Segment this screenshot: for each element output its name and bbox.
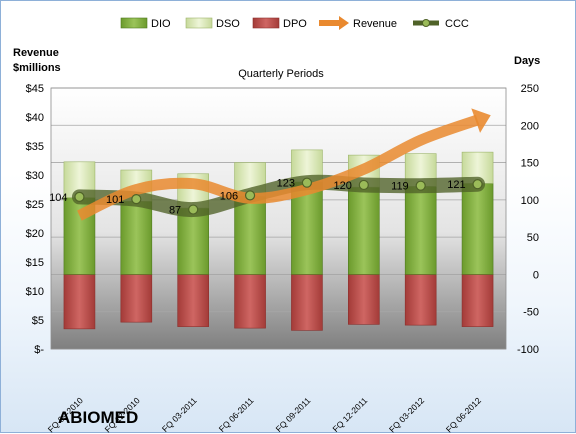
left-tick-label: $15 [26,257,44,269]
bar-dpo [63,274,96,330]
ccc-data-label: 121 [447,179,465,191]
right-tick-label: -100 [517,344,539,356]
right-tick-label: 250 [521,83,539,95]
legend-label: DSO [216,18,240,30]
x-tick-label: FQ 12-2011 [331,395,370,434]
right-tick-label: 0 [533,269,539,281]
right-tick-label: 150 [521,158,539,170]
ccc-point [131,194,142,205]
left-tick-label: $10 [26,286,44,298]
legend-swatch [185,17,213,29]
legend-label: Revenue [353,18,397,30]
company-label: ABIOMED [58,408,138,427]
ccc-point [301,177,313,188]
left-tick-label: $40 [26,112,44,124]
ccc-point [188,204,199,215]
left-tick-label: $25 [26,199,44,211]
left-axis-title-unit: $millions [13,62,61,74]
ccc-data-label: 104 [49,192,67,204]
bar-dpo [461,274,494,327]
right-tick-label: 100 [521,195,539,207]
bar-dio [461,183,494,275]
ccc-data-label: 87 [169,205,181,217]
bar-dpo [404,274,437,326]
ccc-data-label: 123 [277,178,295,190]
bar-dpo [291,274,323,331]
legend-label: DIO [151,18,171,30]
bar-dio [120,201,153,275]
left-tick-label: $30 [26,170,44,182]
plot-border [50,87,507,350]
ccc-data-label: 120 [333,180,351,192]
x-tick-label: FQ 03-2012 [387,395,426,434]
ccc-point [244,190,256,201]
bar-dpo [177,274,209,327]
ccc-point [472,179,483,190]
revenue-line [77,114,480,221]
bar-dpo [120,274,153,323]
x-tick-label: FQ 03-2011 [160,395,199,434]
left-tick-label: $45 [26,83,44,95]
legend-label: CCC [445,18,469,30]
legend-swatch [120,17,148,29]
legend-swatch [252,17,280,29]
ccc-data-label: 101 [106,194,124,206]
x-tick-label: FQ 09-2011 [274,395,313,434]
left-tick-label: $20 [26,228,44,240]
ccc-point [74,191,85,202]
ccc-data-label: 119 [391,181,409,193]
left-tick-label: $5 [32,315,44,327]
right-axis-title: Days [514,55,540,67]
plot-area [51,88,506,349]
left-axis-title: Revenue [13,47,59,59]
left-tick-label: $- [34,344,44,356]
right-tick-label: -50 [523,307,539,319]
ccc-point [415,180,426,191]
right-tick-label: 50 [527,232,539,244]
legend-arrowhead [339,16,349,30]
bar-dpo [234,274,266,329]
x-tick-label: FQ 06-2012 [444,395,483,434]
bar-dio [177,207,209,275]
ccc-data-label: 106 [220,190,238,202]
chart-title: Quarterly Periods [238,68,324,80]
bar-dio [404,186,437,275]
right-tick-label: 200 [521,120,539,132]
bar-dpo [348,274,380,325]
x-tick-label: FQ 06-2011 [217,395,256,434]
bar-dio [348,186,380,275]
legend-label: DPO [283,18,307,30]
bar-dio [234,195,266,275]
revenue-arrowhead [471,108,491,133]
legend-marker [422,19,430,27]
ccc-point [358,179,369,191]
left-tick-label: $35 [26,141,44,153]
